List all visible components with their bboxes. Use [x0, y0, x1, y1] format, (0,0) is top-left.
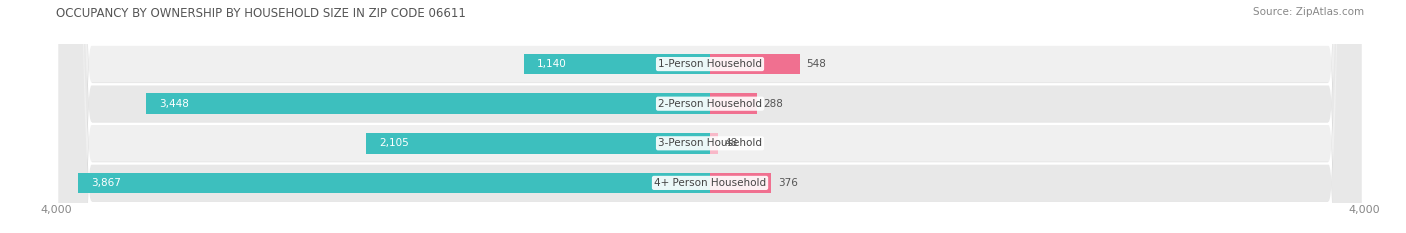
FancyBboxPatch shape [59, 0, 1361, 233]
Bar [710, 93, 756, 114]
Text: 4+ Person Household: 4+ Person Household [654, 178, 766, 188]
FancyBboxPatch shape [59, 0, 1361, 233]
Bar [523, 54, 710, 74]
Bar [710, 133, 718, 154]
Bar [366, 133, 710, 154]
Bar [710, 54, 800, 74]
FancyBboxPatch shape [59, 0, 1361, 233]
Text: 3-Person Household: 3-Person Household [658, 138, 762, 148]
Text: 2-Person Household: 2-Person Household [658, 99, 762, 109]
FancyBboxPatch shape [59, 0, 1361, 233]
FancyBboxPatch shape [59, 0, 1361, 233]
Bar [710, 173, 772, 193]
Text: 3,448: 3,448 [159, 99, 190, 109]
Text: 288: 288 [763, 99, 783, 109]
Text: 548: 548 [806, 59, 825, 69]
Text: 1,140: 1,140 [537, 59, 567, 69]
Text: 2,105: 2,105 [380, 138, 409, 148]
Text: 48: 48 [724, 138, 738, 148]
Text: 3,867: 3,867 [91, 178, 121, 188]
Bar [146, 93, 710, 114]
FancyBboxPatch shape [59, 0, 1361, 233]
Text: 376: 376 [778, 178, 797, 188]
Text: Source: ZipAtlas.com: Source: ZipAtlas.com [1253, 7, 1364, 17]
FancyBboxPatch shape [59, 0, 1361, 233]
Text: OCCUPANCY BY OWNERSHIP BY HOUSEHOLD SIZE IN ZIP CODE 06611: OCCUPANCY BY OWNERSHIP BY HOUSEHOLD SIZE… [56, 7, 467, 20]
Bar [77, 173, 710, 193]
Text: 1-Person Household: 1-Person Household [658, 59, 762, 69]
FancyBboxPatch shape [59, 0, 1361, 233]
